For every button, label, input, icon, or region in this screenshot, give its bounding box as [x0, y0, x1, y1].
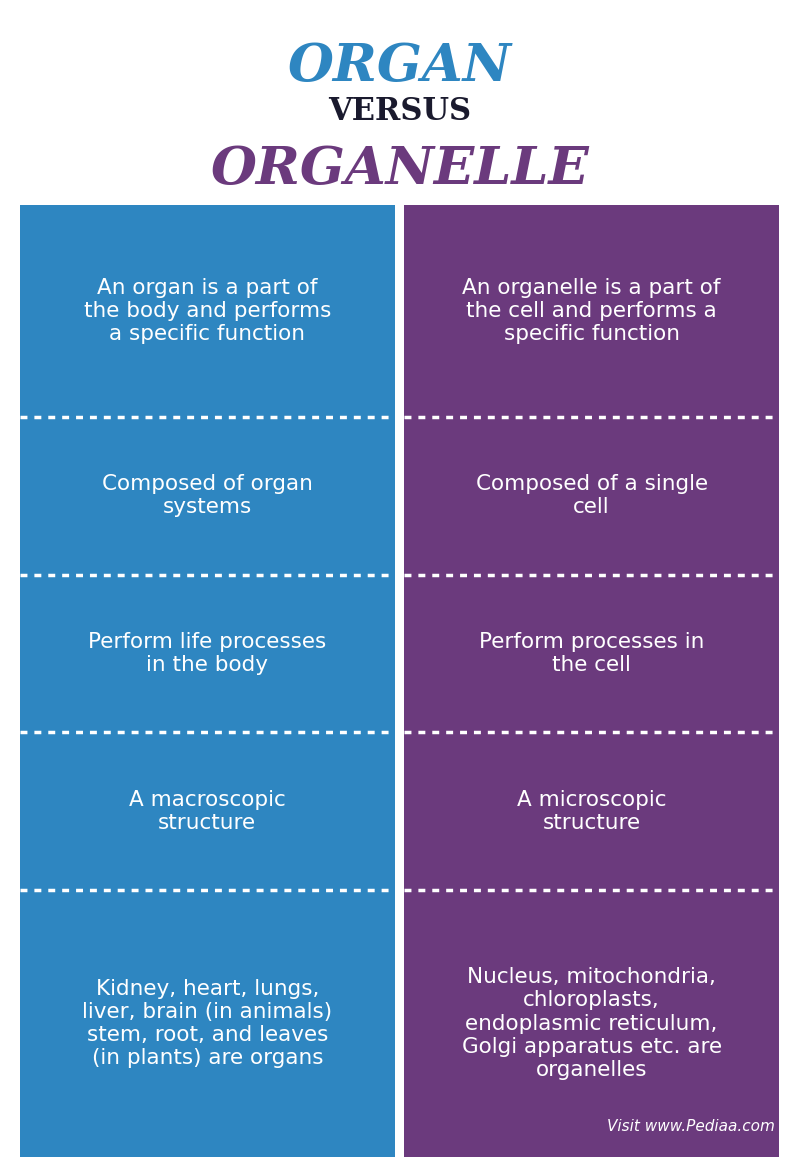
Text: Visit www.Pediaa.com: Visit www.Pediaa.com [607, 1119, 775, 1134]
Text: Perform processes in
the cell: Perform processes in the cell [479, 632, 705, 676]
Text: Kidney, heart, lungs,
liver, brain (in animals)
stem, root, and leaves
(in plant: Kidney, heart, lungs, liver, brain (in a… [82, 978, 332, 1068]
FancyBboxPatch shape [20, 732, 395, 890]
FancyBboxPatch shape [404, 575, 779, 732]
Text: Perform life processes
in the body: Perform life processes in the body [88, 632, 327, 676]
FancyBboxPatch shape [404, 732, 779, 890]
Text: ORGANELLE: ORGANELLE [210, 144, 589, 195]
Text: Composed of a single
cell: Composed of a single cell [475, 475, 708, 518]
FancyBboxPatch shape [20, 205, 395, 417]
Text: An organ is a part of
the body and performs
a specific function: An organ is a part of the body and perfo… [84, 277, 331, 344]
FancyBboxPatch shape [404, 417, 779, 575]
FancyBboxPatch shape [404, 890, 779, 1157]
FancyBboxPatch shape [20, 575, 395, 732]
Text: ORGAN: ORGAN [288, 41, 511, 92]
Text: A microscopic
structure: A microscopic structure [517, 789, 666, 832]
Text: An organelle is a part of
the cell and performs a
specific function: An organelle is a part of the cell and p… [463, 277, 721, 344]
Text: Composed of organ
systems: Composed of organ systems [102, 475, 312, 518]
FancyBboxPatch shape [20, 890, 395, 1157]
Text: Nucleus, mitochondria,
chloroplasts,
endoplasmic reticulum,
Golgi apparatus etc.: Nucleus, mitochondria, chloroplasts, end… [462, 967, 721, 1080]
FancyBboxPatch shape [404, 205, 779, 417]
FancyBboxPatch shape [20, 417, 395, 575]
Text: VERSUS: VERSUS [328, 96, 471, 127]
Text: A macroscopic
structure: A macroscopic structure [129, 789, 286, 832]
